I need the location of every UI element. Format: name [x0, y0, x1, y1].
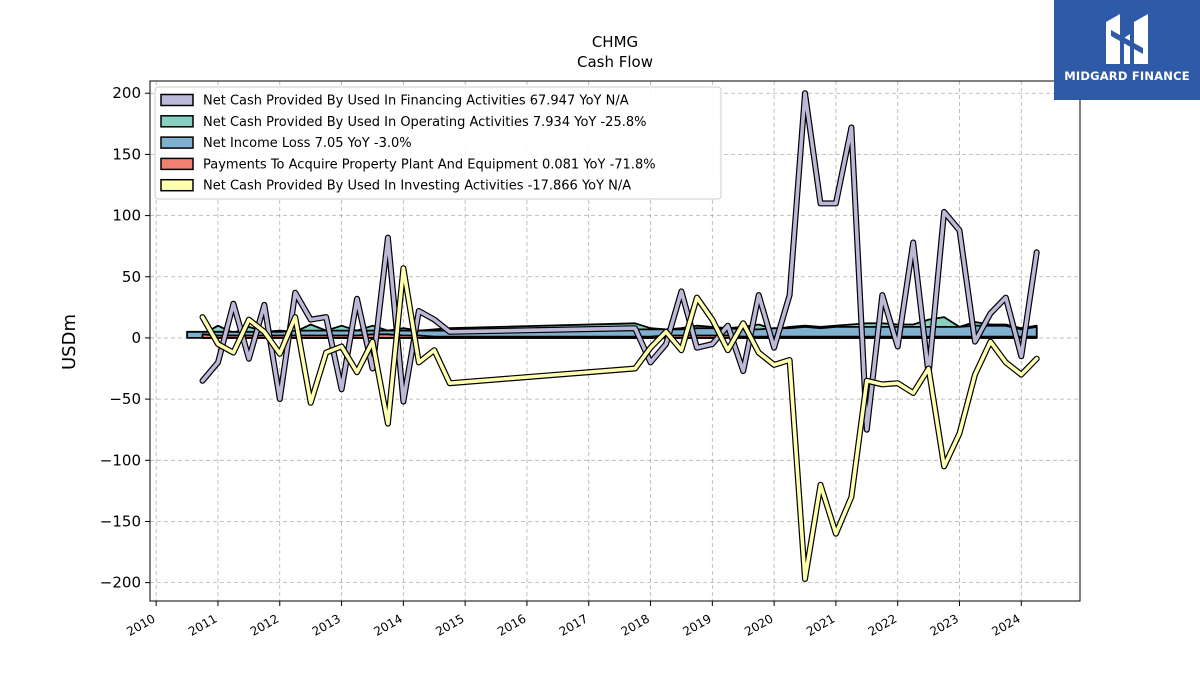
plot-frame	[149, 80, 1081, 602]
y-tick-label: 150	[112, 145, 141, 163]
legend-swatch	[160, 136, 194, 149]
legend-box	[154, 86, 722, 200]
brand-logo: MIDGARD FINANCE	[1054, 0, 1200, 100]
x-tick-label: 2010	[124, 611, 157, 638]
legend: Net Cash Provided By Used In Financing A…	[154, 86, 722, 200]
legend-label: Net Cash Provided By Used In Financing A…	[203, 94, 629, 109]
x-tick-label: 2020	[742, 611, 775, 638]
y-tick-label: 0	[131, 329, 141, 347]
legend-label: Net Income Loss 7.05 YoY -3.0%	[203, 136, 412, 151]
y-tick-label: 100	[112, 207, 141, 225]
legend-swatch	[160, 178, 194, 192]
x-tick-label: 2018	[619, 611, 652, 638]
legend-label: Net Cash Provided By Used In Investing A…	[203, 179, 631, 194]
logo-mark-icon	[1106, 14, 1148, 64]
y-tick-label: −200	[100, 574, 141, 592]
y-tick-label: −50	[109, 390, 141, 408]
legend-label: Payments To Acquire Property Plant And E…	[203, 157, 656, 172]
x-tick-label: 2016	[495, 611, 528, 638]
x-tick-label: 2015	[433, 611, 466, 638]
legend-label: Net Cash Provided By Used In Operating A…	[203, 115, 646, 130]
chart-subtitle: Cash Flow	[577, 53, 653, 71]
x-tick-label: 2017	[557, 611, 590, 638]
line-net-cash-provided-by-used-in-investing-activities	[200, 266, 1039, 581]
x-tick-label: 2022	[866, 611, 899, 638]
brand-name: MIDGARD FINANCE	[1064, 69, 1190, 83]
y-tick-label: 200	[112, 84, 141, 102]
x-tick-label: 2012	[248, 611, 281, 638]
legend-swatch	[160, 115, 194, 128]
line-net-cash-provided-by-used-in-financing-activities	[200, 91, 1039, 432]
y-tick-label: −100	[100, 451, 141, 469]
line-series	[199, 90, 1040, 582]
x-tick-label: 2013	[310, 611, 343, 638]
y-axis-label: USDm	[59, 314, 80, 370]
x-tick-label: 2011	[186, 611, 219, 638]
y-tick-label: 50	[122, 268, 141, 286]
x-tick-label: 2021	[804, 611, 837, 638]
legend-swatch	[160, 157, 194, 171]
legend-swatch	[160, 93, 194, 107]
area-payments-to-acquire-property-plant-and-equipment	[201, 333, 1038, 339]
y-tick-label: −150	[100, 512, 141, 530]
x-tick-label: 2019	[680, 611, 713, 638]
x-tick-label: 2023	[928, 611, 961, 638]
x-tick-label: 2014	[371, 611, 404, 638]
chart-title: CHMG	[592, 33, 638, 51]
x-tick-label: 2024	[989, 611, 1022, 638]
